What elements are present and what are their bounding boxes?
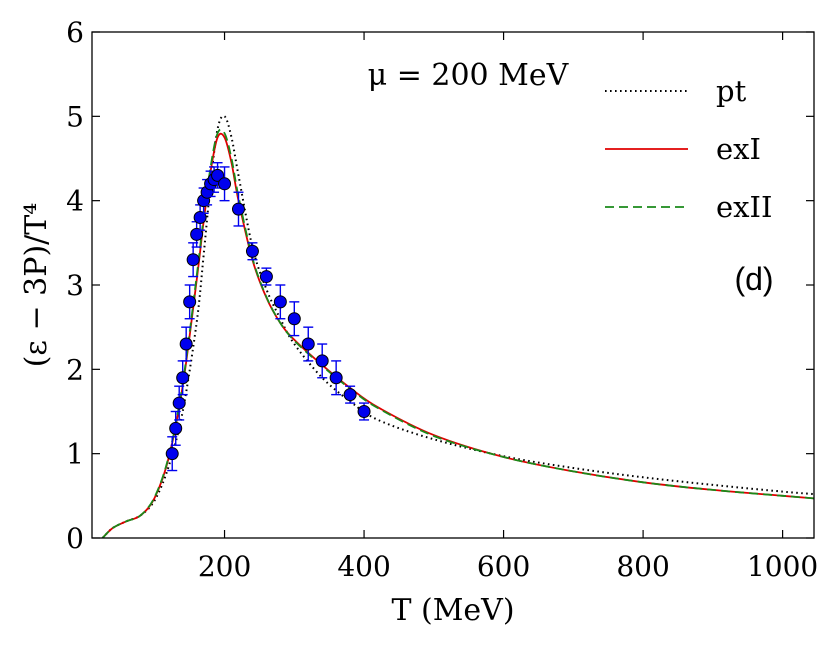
data-marker [357,405,371,418]
x-ticks: 200 400 600 800 1000 [198,32,818,583]
data-point [357,402,371,421]
data-point [190,221,204,248]
data-point [315,343,329,379]
y-tick-label: 5 [66,100,84,133]
y-axis-label: (ε − 3P)/T⁴ [19,203,54,368]
data-point [245,242,259,261]
data-points [165,162,371,472]
data-marker [186,253,200,267]
data-point [343,385,357,404]
data-marker [315,354,329,368]
annotation-mu: μ = 200 MeV [368,58,570,93]
data-marker [165,447,179,461]
x-tick-label: 400 [337,550,390,583]
data-point [259,267,273,286]
data-marker [273,295,287,309]
data-point [165,436,179,472]
data-point [287,301,301,337]
legend-entry-exII: exII [605,190,772,224]
data-marker [259,270,273,284]
data-point [218,166,232,202]
data-marker [231,202,245,216]
y-tick-label: 1 [66,438,84,471]
data-marker [176,371,190,385]
data-marker [193,211,207,225]
data-marker [172,396,186,410]
x-tick-label: 1000 [747,550,818,583]
data-marker [211,168,225,182]
legend: pt exI exII [605,74,772,224]
data-point [186,242,200,278]
data-point [301,326,315,362]
data-point [183,284,197,320]
data-point [193,204,207,231]
data-point [273,284,287,320]
y-tick-label: 4 [66,185,84,218]
data-marker [218,177,232,191]
data-marker [183,295,197,309]
legend-label: exII [716,190,772,224]
data-marker [169,421,183,435]
y-tick-label: 3 [66,269,84,302]
y-ticks: 0 1 2 3 4 5 6 [66,16,814,555]
series-line-pt [101,114,814,538]
panel-label: (d) [734,261,773,297]
x-tick-label: 600 [477,550,530,583]
x-axis-label: T (MeV) [391,593,514,628]
series-layer [101,114,814,538]
data-marker [179,337,193,351]
data-marker [329,371,343,385]
data-marker [343,388,357,402]
legend-label: exI [716,132,761,166]
data-point [179,326,193,362]
series-line-exII [101,128,814,538]
x-tick-label: 200 [198,550,251,583]
data-point [329,360,343,396]
data-point [169,410,183,446]
y-tick-label: 0 [66,522,84,555]
y-tick-label: 6 [66,16,84,49]
plot-area [101,114,814,538]
x-tick-label: 800 [616,550,669,583]
data-marker [301,337,315,351]
plot-frame [91,31,815,539]
data-marker [190,227,204,241]
y-tick-label: 2 [66,353,84,386]
data-marker [245,244,259,258]
data-point [172,385,186,421]
data-point [231,191,245,227]
data-marker [287,312,301,326]
legend-entry-exI: exI [605,132,761,166]
legend-label: pt [716,74,747,108]
legend-entry-pt: pt [605,74,747,108]
